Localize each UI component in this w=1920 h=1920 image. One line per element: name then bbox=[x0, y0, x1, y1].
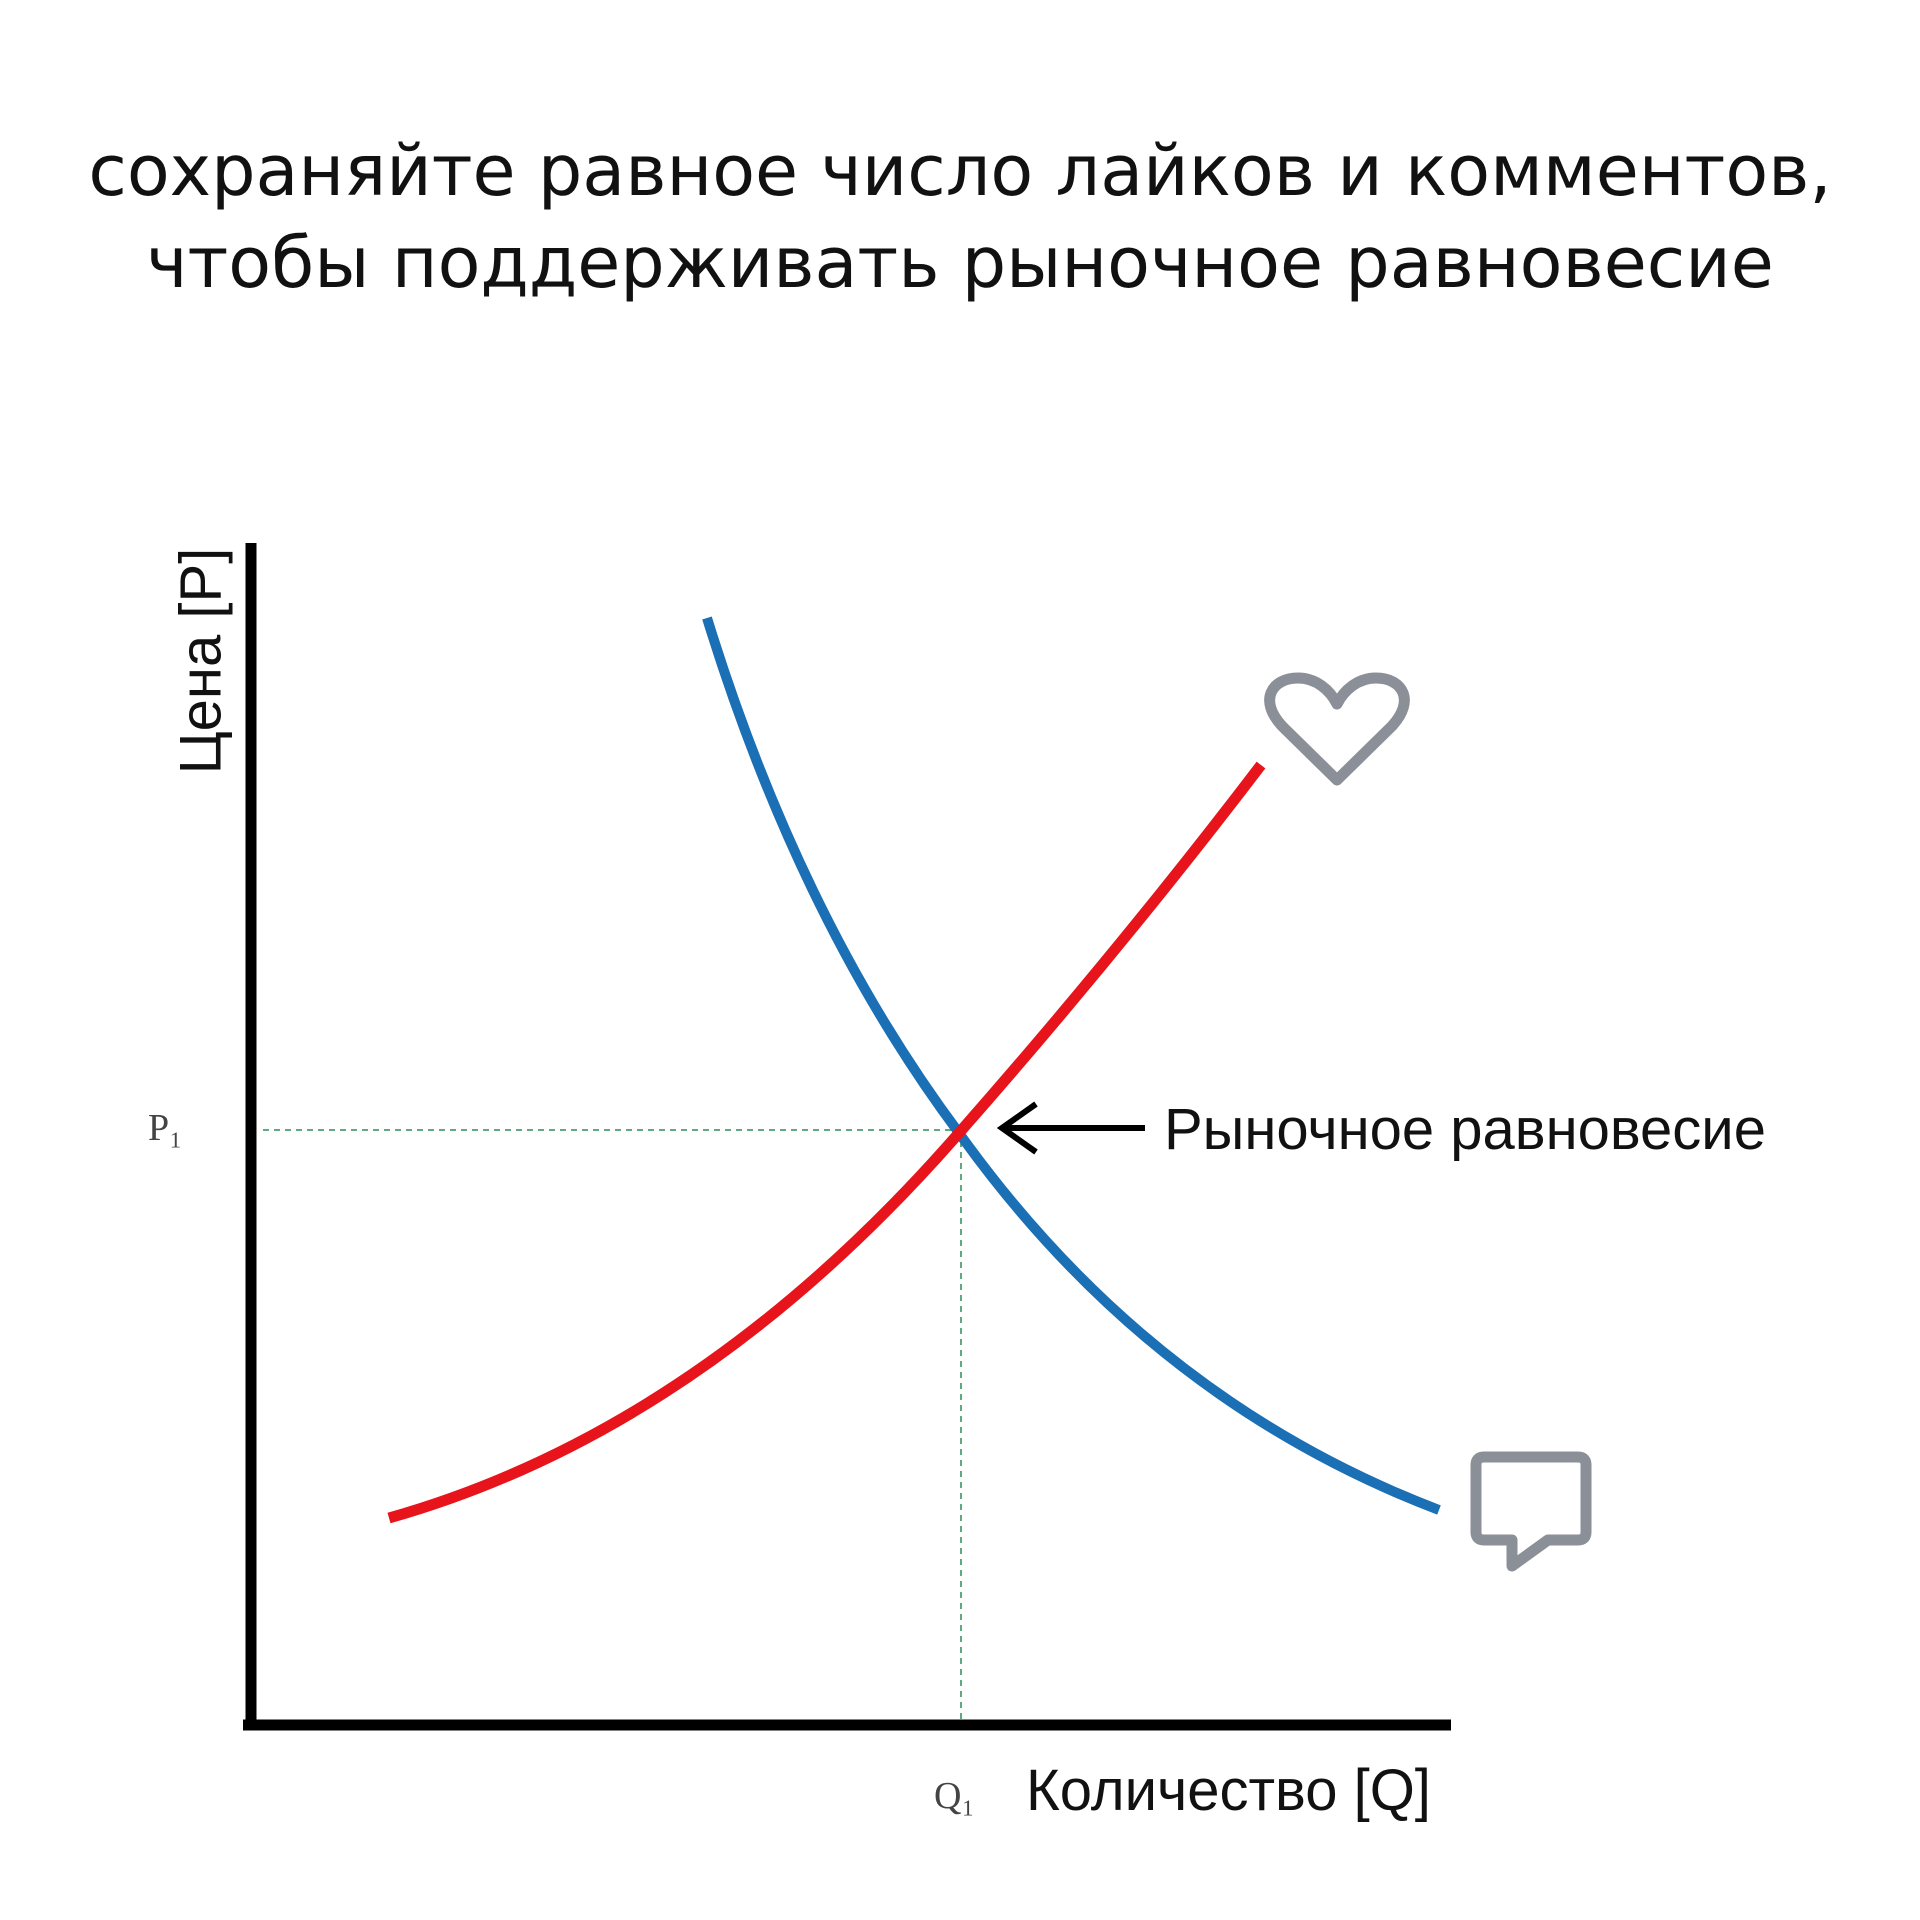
price-label: P₁ bbox=[148, 1107, 182, 1149]
annotation: Рыночное равновесие bbox=[1164, 1097, 1766, 1162]
demand-curve bbox=[702, 616, 1441, 1515]
title-line: сохраняйте равное число лайков и коммент… bbox=[88, 130, 1831, 212]
supply-curve bbox=[387, 761, 1266, 1524]
arrow-head bbox=[996, 1101, 1038, 1155]
y-axis-label: Цена [P] bbox=[168, 548, 233, 774]
quantity-label: Q₁ bbox=[934, 1775, 975, 1817]
comment-icon bbox=[1470, 1451, 1592, 1572]
like-icon bbox=[1264, 672, 1410, 786]
x-axis-label: Количество [Q] bbox=[1026, 1758, 1431, 1823]
title-line: чтобы поддерживать рыночное равновесие bbox=[146, 222, 1774, 304]
